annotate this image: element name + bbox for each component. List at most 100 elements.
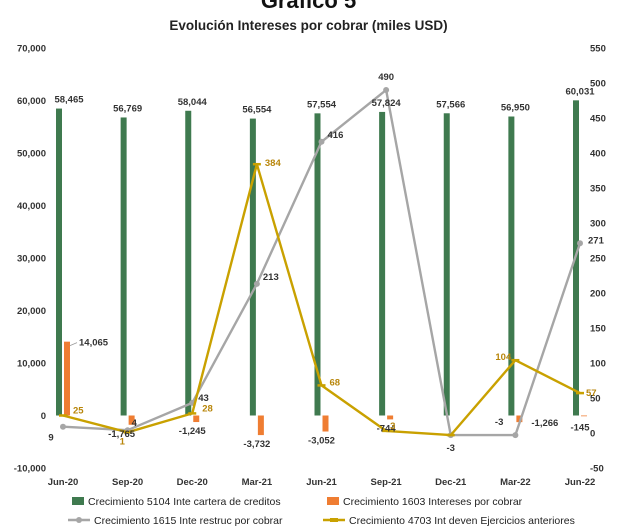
y-left-tick-label: 60,000 xyxy=(17,96,46,107)
legend-label: Crecimiento 1603 Intereses por cobrar xyxy=(343,496,523,508)
data-label-gray: 213 xyxy=(263,272,279,283)
y-right-tick-label: 150 xyxy=(590,324,606,335)
data-label-gray: -3 xyxy=(495,417,503,428)
y-right-tick-label: 500 xyxy=(590,79,606,90)
bar-orange xyxy=(128,415,135,425)
y-right-tick-label: 100 xyxy=(590,359,606,370)
data-label-gold: 25 xyxy=(73,406,84,417)
data-label-gray: 490 xyxy=(378,72,394,83)
bar-orange xyxy=(257,415,264,436)
x-tick-label: Mar-22 xyxy=(500,477,531,488)
data-label-gold: 28 xyxy=(202,403,213,414)
bar-green xyxy=(443,113,450,416)
data-label-green: 56,554 xyxy=(242,105,272,116)
y-right-tick-label: 300 xyxy=(590,219,606,230)
bar-orange xyxy=(193,415,200,423)
y-left-tick-label: 20,000 xyxy=(17,306,46,317)
data-label-green: 60,031 xyxy=(565,86,595,97)
x-tick-label: Jun-20 xyxy=(48,477,79,488)
y-right-tick-label: 50 xyxy=(590,394,601,405)
data-label-gold: 384 xyxy=(265,158,282,169)
bar-green xyxy=(314,113,321,416)
bar-orange xyxy=(64,341,70,416)
lines-layer xyxy=(59,87,584,439)
gray-series-point xyxy=(253,280,260,287)
y-right-tick-label: 0 xyxy=(590,429,595,440)
legend-label: Crecimiento 1615 Inte restruc por cobrar xyxy=(94,515,283,527)
x-axis: Jun-20 Sep-20 Dec-20 Mar-21 Jun-21 Sep-21 Dec-… xyxy=(48,477,596,488)
data-label-gray: 271 xyxy=(588,235,605,246)
gray-series-point xyxy=(577,240,583,247)
x-tick-label: Sep-20 xyxy=(112,477,143,488)
data-label-green: 57,824 xyxy=(372,98,402,109)
y-right-axis: -50 0 50 100 150 200 250 300 350 400 450 500 550 xyxy=(590,44,606,475)
figure-title: Gráfico 5 xyxy=(260,0,357,13)
data-label-gray: -3 xyxy=(447,443,455,454)
y-left-tick-label: 0 xyxy=(41,411,46,422)
data-label-gray: 9 xyxy=(48,433,53,444)
data-label-green: 57,554 xyxy=(307,99,337,110)
y-left-tick-label: 70,000 xyxy=(17,44,46,55)
data-label-orange: -145 xyxy=(570,422,590,433)
data-label-gray: 416 xyxy=(328,130,344,141)
bar-green xyxy=(120,117,127,416)
gray-series-point xyxy=(383,87,390,93)
legend-label: Crecimiento 5104 Inte cartera de credito… xyxy=(88,496,281,508)
data-label-orange: -3,732 xyxy=(243,439,270,450)
x-tick-label: Mar-21 xyxy=(242,477,273,488)
label-connector xyxy=(69,342,78,347)
gray-series-point xyxy=(318,138,325,145)
bar-green xyxy=(379,111,386,416)
data-label-orange: 14,065 xyxy=(79,338,109,349)
bar-orange xyxy=(387,415,394,420)
chart-title: Evolución Intereses por cobrar (miles US… xyxy=(169,18,448,33)
y-left-tick-label: 10,000 xyxy=(17,359,46,370)
bar-green xyxy=(508,116,515,416)
data-label-gold: 3 xyxy=(390,421,395,432)
data-label-green: 56,769 xyxy=(113,103,142,114)
x-tick-label: Sep-21 xyxy=(371,477,403,488)
y-right-tick-label: 450 xyxy=(590,114,606,125)
legend: Crecimiento 5104 Inte cartera de credito… xyxy=(68,496,575,527)
x-tick-label: Jun-22 xyxy=(565,477,596,488)
data-label-orange: -1,765 xyxy=(108,429,136,440)
data-label-orange: -3,052 xyxy=(308,436,335,447)
x-tick-label: Jun-21 xyxy=(306,477,337,488)
bar-green xyxy=(249,118,256,416)
data-label-green: 56,950 xyxy=(501,103,530,114)
gold-series-line xyxy=(62,162,581,437)
data-label-orange: -1,266 xyxy=(531,418,558,429)
y-left-tick-label: 30,000 xyxy=(17,254,46,265)
legend-label: Crecimiento 4703 Int deven Ejercicios an… xyxy=(349,515,575,527)
data-labels-layer: 58,465 56,769 58,044 56,554 57,554 57,824 57,5… xyxy=(48,72,604,454)
data-label-gold: 68 xyxy=(330,377,341,388)
data-label-gray: 4 xyxy=(132,418,138,429)
data-label-gray: 43 xyxy=(198,393,209,404)
legend-swatch xyxy=(72,497,84,505)
legend-marker xyxy=(76,517,82,523)
gray-series-point xyxy=(60,423,66,430)
bar-orange xyxy=(322,415,329,432)
data-label-green: 58,044 xyxy=(178,97,208,108)
x-tick-label: Dec-20 xyxy=(177,477,208,488)
data-label-gold: 104 xyxy=(495,352,512,363)
data-label-orange: -744 xyxy=(377,423,397,434)
y-left-tick-label: -10,000 xyxy=(14,464,46,475)
bar-orange xyxy=(516,415,523,423)
y-right-tick-label: 400 xyxy=(590,149,606,160)
data-label-gold: 57 xyxy=(586,388,597,399)
gray-series-point xyxy=(512,432,519,439)
y-left-axis: -10,000 0 10,000 20,000 30,000 40,000 50,000 60… xyxy=(14,44,46,475)
bar-green xyxy=(185,110,192,416)
data-label-green: 57,566 xyxy=(436,99,465,110)
y-left-tick-label: 40,000 xyxy=(17,201,46,212)
y-right-tick-label: 250 xyxy=(590,254,606,265)
data-label-green: 58,465 xyxy=(54,95,84,106)
legend-swatch xyxy=(327,497,339,505)
y-right-tick-label: -50 xyxy=(590,464,604,475)
y-right-tick-label: 200 xyxy=(590,289,606,300)
y-right-tick-label: 350 xyxy=(590,184,606,195)
data-label-gold: 1 xyxy=(120,436,126,447)
y-left-tick-label: 50,000 xyxy=(17,149,46,160)
